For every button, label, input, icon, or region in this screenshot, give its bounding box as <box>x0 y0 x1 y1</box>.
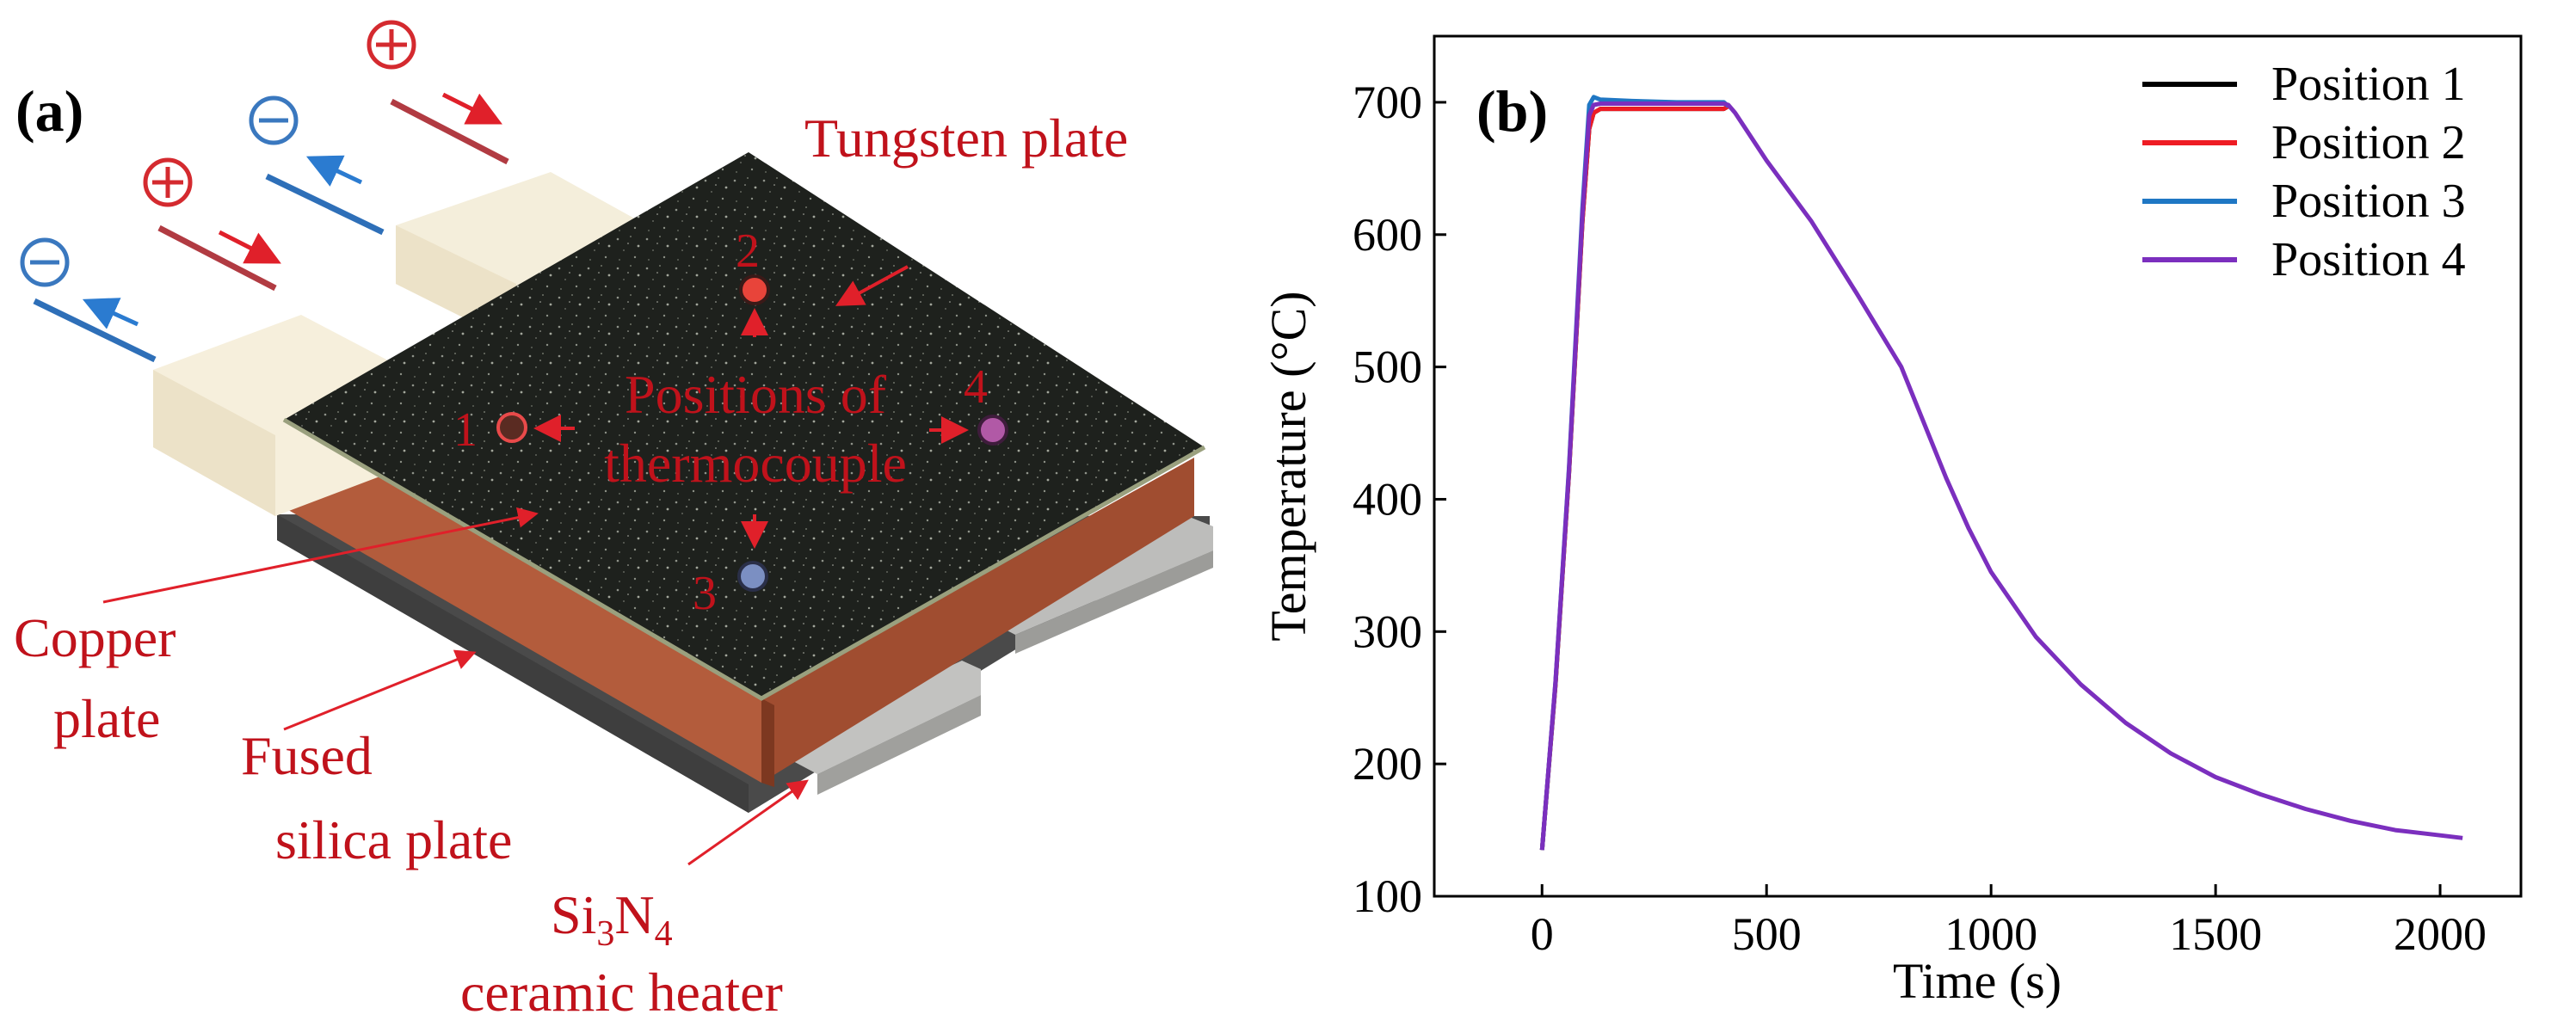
panel-a-schematic: (a) <box>14 20 1213 1023</box>
y-tick-label: 100 <box>1353 870 1422 922</box>
legend-label-2: Position 2 <box>2271 116 2466 169</box>
position-pointer-arrows <box>102 265 969 866</box>
fused-silica-label-line1: Fused <box>241 725 373 786</box>
panel-b-label: (b) <box>1476 78 1548 144</box>
current-lead-minus-back <box>265 173 385 236</box>
legend-label-4: Position 4 <box>2271 233 2466 286</box>
current-lead-minus-front <box>33 298 157 363</box>
current-arrow-in-front <box>218 230 281 264</box>
plus-circle-icon <box>367 20 416 70</box>
panel-a-label: (a) <box>15 78 83 144</box>
fused-silica-label-line2: silica plate <box>275 809 512 870</box>
axis-ticks: 0 500 1000 1500 2000 100 200 300 400 500 600 700 <box>1353 77 2487 960</box>
x-tick-label: 1000 <box>1944 908 2037 960</box>
tungsten-plate <box>284 152 1205 698</box>
y-tick-label: 200 <box>1353 738 1422 790</box>
plus-circle-icon <box>143 157 193 207</box>
thermocouple-marker-2 <box>739 274 770 305</box>
data-series <box>1539 95 2463 851</box>
thermocouple-marker-3 <box>737 561 768 592</box>
thermocouple-marker-1 <box>496 412 527 443</box>
x-tick-label: 2000 <box>2394 908 2487 960</box>
position-3-label: 3 <box>693 567 717 620</box>
position-1-label: 1 <box>453 403 478 457</box>
x-tick-label: 500 <box>1732 908 1802 960</box>
series-line-4 <box>1539 101 2463 851</box>
x-tick-label: 1500 <box>2169 908 2262 960</box>
copper-plate-right <box>761 458 1194 783</box>
y-tick-label: 500 <box>1353 341 1422 393</box>
position-2-label: 2 <box>736 224 760 278</box>
position-4-label: 4 <box>964 360 988 414</box>
x-axis-label: Time (s) <box>1893 953 2061 1009</box>
panel-b-chart: (b) 0 500 1000 1500 2000 100 200 300 400 500 600 70… <box>1260 34 2523 1009</box>
plot-frame <box>1433 34 2523 898</box>
y-axis-label: Temperature (°C) <box>1260 291 1316 641</box>
y-tick-label: 600 <box>1353 209 1422 261</box>
copper-plate-label-line2: plate <box>53 688 160 749</box>
positions-label-line1: Positions of <box>625 364 887 425</box>
current-lead-plus-back <box>390 98 509 165</box>
legend-label-1: Position 1 <box>2271 58 2466 111</box>
thermocouple-marker-4 <box>977 415 1008 446</box>
current-arrow-out-back <box>305 155 363 187</box>
current-lead-plus-front <box>157 224 277 292</box>
y-tick-label: 400 <box>1353 473 1422 525</box>
si3n4-heater-strip-left-side <box>817 695 981 795</box>
si3n4-heater-strip-left <box>792 661 981 774</box>
tungsten-plate-label: Tungsten plate <box>804 108 1128 169</box>
minus-circle-icon <box>249 95 299 145</box>
ceramic-heater-label: ceramic heater <box>460 962 783 1023</box>
si3n4-label: Si3N4 <box>551 884 673 954</box>
fused-silica-plate-top <box>277 514 749 813</box>
y-tick-label: 300 <box>1353 606 1422 657</box>
y-tick-label: 700 <box>1353 77 1422 128</box>
copper-plate-cut <box>761 698 774 787</box>
current-arrow-in-back <box>441 92 502 125</box>
si3n4-heater-strip-right-side <box>1015 550 1213 654</box>
current-arrow-out-front <box>82 298 139 329</box>
legend-label-3: Position 3 <box>2271 175 2466 228</box>
minus-circle-icon <box>20 237 70 287</box>
positions-label-line2: thermocouple <box>604 433 907 494</box>
x-tick-label: 0 <box>1531 908 1554 960</box>
copper-plate <box>284 420 761 783</box>
terminal-block-front-side <box>153 370 275 516</box>
copper-plate-label-line1: Copper <box>14 607 176 668</box>
